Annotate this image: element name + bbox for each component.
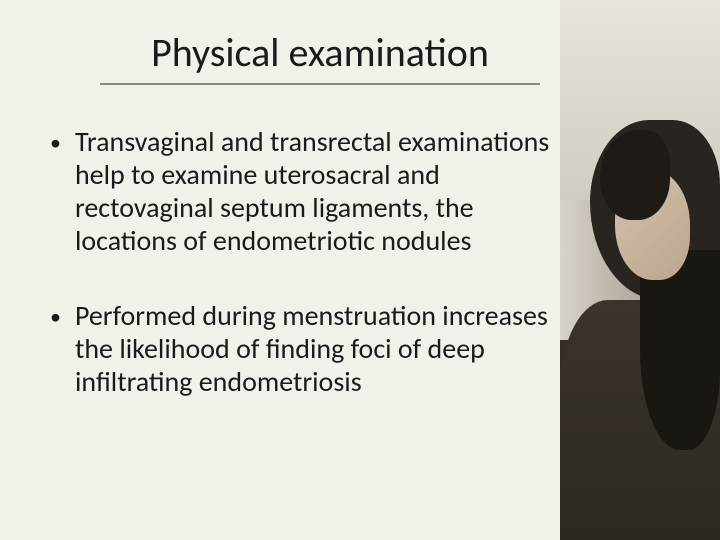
bullet-item: • Performed during menstruation increase… <box>50 299 580 398</box>
bullet-marker: • <box>50 303 61 332</box>
slide-container: Physical examination • Transvaginal and … <box>0 0 720 540</box>
bullet-item: • Transvaginal and transrectal examinati… <box>50 125 580 257</box>
side-photo <box>560 0 720 540</box>
slide-title: Physical examination <box>100 28 540 85</box>
bullet-text: Performed during menstruation increases … <box>75 299 580 398</box>
bullet-text: Transvaginal and transrectal examination… <box>75 125 580 257</box>
photo-figure <box>560 100 720 540</box>
bullet-marker: • <box>50 129 61 158</box>
slide-content: • Transvaginal and transrectal examinati… <box>40 125 580 398</box>
